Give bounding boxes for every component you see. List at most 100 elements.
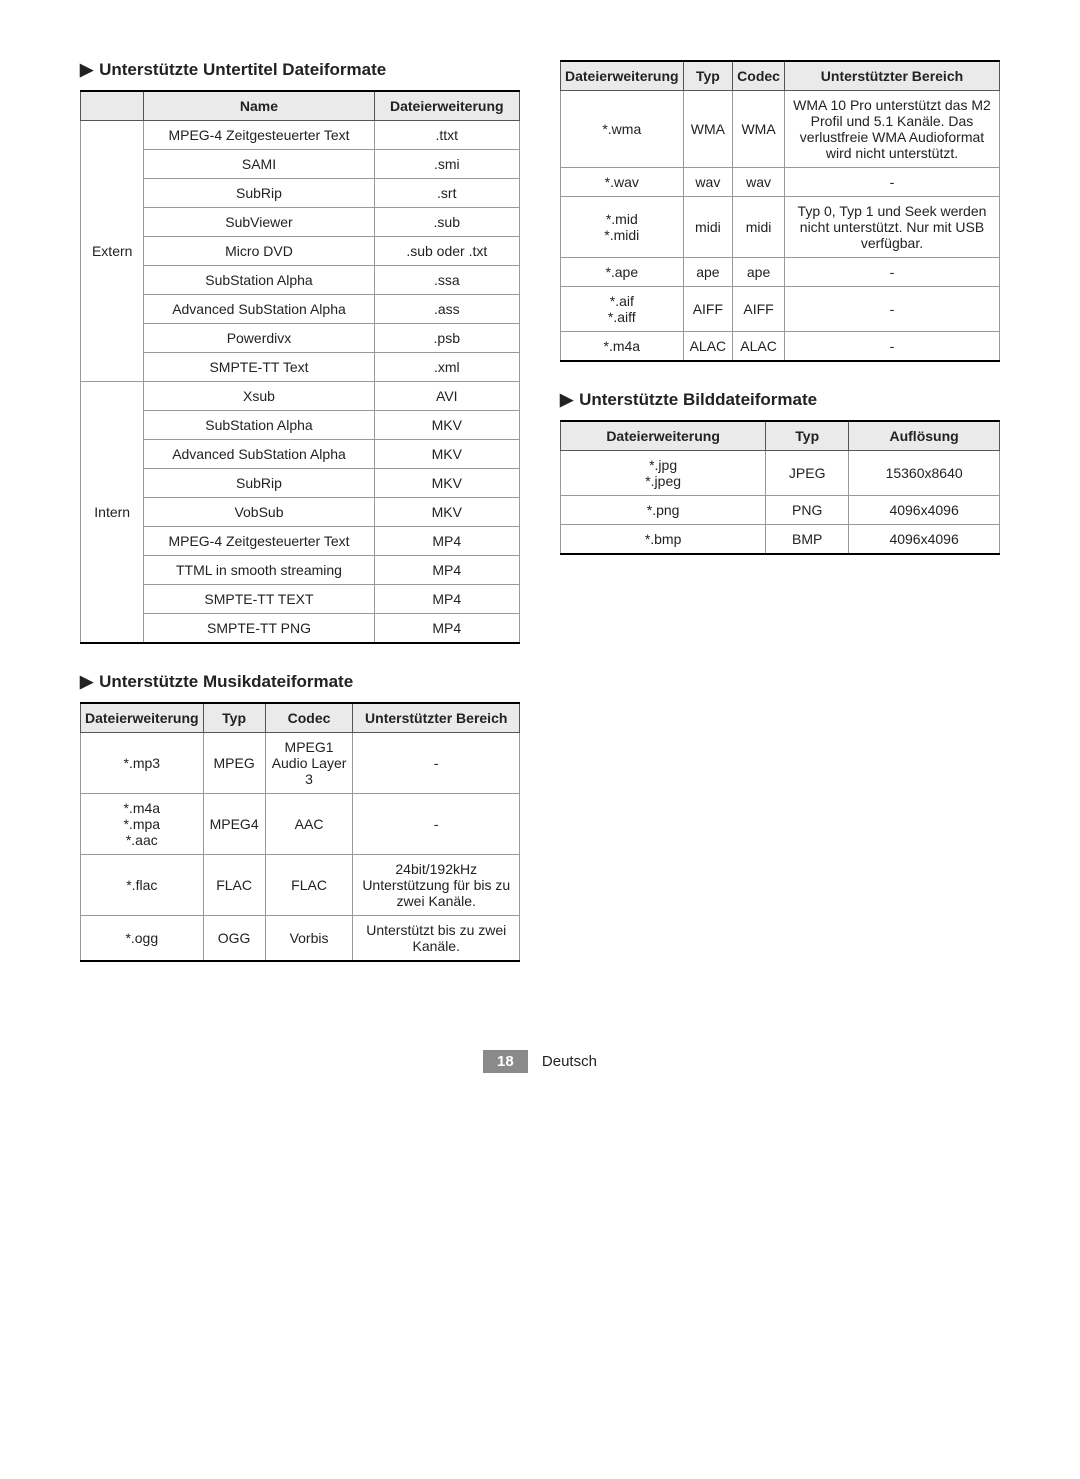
cell: MKV [374,411,519,440]
cell: SMPTE-TT Text [144,353,374,382]
cell: .srt [374,179,519,208]
col-res: Auflösung [849,421,1000,451]
cell: *.m4a *.mpa *.aac [81,794,204,855]
cell: WMA 10 Pro unterstützt das M2 Profil und… [784,91,999,168]
cell: AVI [374,382,519,411]
cell: MP4 [374,527,519,556]
page-number-badge: 18 [483,1050,528,1073]
triangle-icon: ▶ [560,390,573,409]
cell: SMPTE-TT TEXT [144,585,374,614]
cell: .ttxt [374,121,519,150]
cell: VobSub [144,498,374,527]
cell: Unterstützt bis zu zwei Kanäle. [353,916,520,962]
cell: - [784,258,999,287]
cell: *.wma [561,91,684,168]
cell: SubRip [144,469,374,498]
cell: *.mp3 [81,733,204,794]
cell: AIFF [683,287,733,332]
col-typ: Typ [766,421,849,451]
cell: - [353,794,520,855]
cell: MKV [374,498,519,527]
col-ext: Dateierweiterung [81,703,204,733]
cat-intern: Intern [81,382,144,644]
cell: *.ape [561,258,684,287]
cell: MKV [374,469,519,498]
cell: MPEG1 Audio Layer 3 [265,733,353,794]
cell: Typ 0, Typ 1 und Seek werden nicht unter… [784,197,999,258]
cell: BMP [766,525,849,555]
cell: Micro DVD [144,237,374,266]
cell: MKV [374,440,519,469]
cell: JPEG [766,451,849,496]
cell: SMPTE-TT PNG [144,614,374,644]
cell: midi [683,197,733,258]
cell: MP4 [374,556,519,585]
heading-subtitle: ▶Unterstützte Untertitel Dateiformate [80,60,520,80]
cell: *.mid *.midi [561,197,684,258]
cell: SubViewer [144,208,374,237]
cell: .psb [374,324,519,353]
col-codec: Codec [733,61,785,91]
cell: .ssa [374,266,519,295]
cell: *.jpg *.jpeg [561,451,766,496]
cell: PNG [766,496,849,525]
cell: SubStation Alpha [144,266,374,295]
col-ext: Dateierweiterung [374,91,519,121]
cell: MPEG [203,733,265,794]
cell: WMA [733,91,785,168]
col-blank [81,91,144,121]
col-codec: Codec [265,703,353,733]
cell: 15360x8640 [849,451,1000,496]
cell: MPEG-4 Zeitgesteuerter Text [144,527,374,556]
cell: *.wav [561,168,684,197]
cell: wav [733,168,785,197]
cell: Vorbis [265,916,353,962]
cell: Advanced SubStation Alpha [144,440,374,469]
cell: .smi [374,150,519,179]
image-formats-table: Dateierweiterung Typ Auflösung *.jpg *.j… [560,420,1000,555]
cell: Xsub [144,382,374,411]
music-formats-table-2: Dateierweiterung Typ Codec Unterstützter… [560,60,1000,362]
cell: - [353,733,520,794]
cell: MPEG4 [203,794,265,855]
cell: FLAC [203,855,265,916]
cell: .xml [374,353,519,382]
col-name: Name [144,91,374,121]
cell: ape [733,258,785,287]
cell: midi [733,197,785,258]
page-footer: 18 Deutsch [80,1050,1000,1073]
cell: .ass [374,295,519,324]
col-ext: Dateierweiterung [561,421,766,451]
heading-image: ▶Unterstützte Bilddateiformate [560,390,1000,410]
col-typ: Typ [203,703,265,733]
cell: ALAC [733,332,785,362]
cell: WMA [683,91,733,168]
cell: - [784,168,999,197]
cell: FLAC [265,855,353,916]
page-language: Deutsch [542,1053,597,1070]
cell: SubStation Alpha [144,411,374,440]
cell: *.aif *.aiff [561,287,684,332]
cell: - [784,332,999,362]
cell: *.ogg [81,916,204,962]
cat-extern: Extern [81,121,144,382]
cell: 4096x4096 [849,525,1000,555]
cell: OGG [203,916,265,962]
cell: *.bmp [561,525,766,555]
cell: TTML in smooth streaming [144,556,374,585]
triangle-icon: ▶ [80,672,93,691]
cell: .sub oder .txt [374,237,519,266]
triangle-icon: ▶ [80,60,93,79]
col-typ: Typ [683,61,733,91]
cell: MPEG-4 Zeitgesteuerter Text [144,121,374,150]
cell: AIFF [733,287,785,332]
cell: - [784,287,999,332]
cell: MP4 [374,585,519,614]
cell: 24bit/192kHz Unterstützung für bis zu zw… [353,855,520,916]
cell: MP4 [374,614,519,644]
cell: Powerdivx [144,324,374,353]
col-ext: Dateierweiterung [561,61,684,91]
music-formats-table-1: Dateierweiterung Typ Codec Unterstützter… [80,702,520,962]
cell: SAMI [144,150,374,179]
cell: *.m4a [561,332,684,362]
